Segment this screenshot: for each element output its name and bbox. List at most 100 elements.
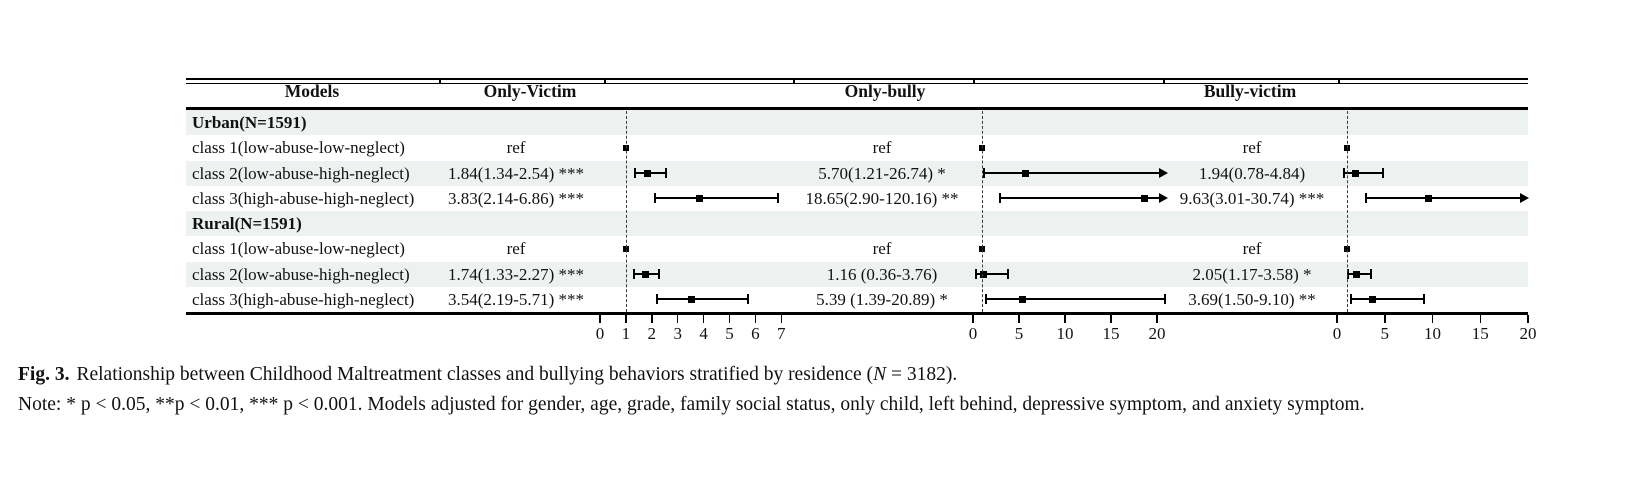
or-value: ref — [872, 138, 892, 158]
ci-bar — [1365, 197, 1521, 200]
axis-tick — [625, 315, 627, 323]
column-header-only-bully: Only-bully — [844, 81, 926, 101]
model-label: class 1(low-abuse-low-neglect) — [192, 138, 405, 158]
table-top-rule-2 — [186, 83, 1528, 84]
column-separator — [793, 78, 795, 84]
or-value: 18.65(2.90-120.16) ** — [805, 188, 959, 208]
ci-cap-right — [776, 193, 779, 204]
table-row — [186, 110, 1528, 136]
ci-cap-right — [746, 294, 749, 305]
ci-cap-left — [1343, 168, 1346, 179]
axis-tick-label: 5 — [725, 324, 734, 343]
axis-tick-label: 5 — [1380, 324, 1390, 343]
or-value: 9.63(3.01-30.74) *** — [1179, 188, 1325, 208]
point-estimate-marker — [1353, 270, 1361, 278]
axis-tick-label: 1 — [621, 324, 631, 343]
axis-tick-label: 10 — [1424, 324, 1441, 343]
axis-tick-label: 20 — [1148, 324, 1166, 343]
point-estimate-marker — [980, 270, 988, 278]
axis-tick-label: 2 — [647, 324, 657, 343]
table-row — [186, 185, 1528, 211]
ci-cap-left — [984, 294, 987, 305]
axis-tick — [1384, 315, 1386, 323]
or-value: ref — [506, 239, 526, 259]
table-row — [186, 211, 1528, 237]
ci-bar — [656, 298, 748, 301]
table-bottom-rule — [186, 312, 1528, 315]
ci-cap-right — [1370, 269, 1373, 280]
table-row — [186, 286, 1528, 312]
column-separator — [439, 78, 441, 84]
ci-bar — [976, 273, 1008, 276]
axis-tick-label: 4 — [699, 324, 708, 343]
ci-bar — [1351, 298, 1424, 301]
axis-tick-label: 10 — [1056, 324, 1074, 343]
table-header-rule — [186, 107, 1528, 110]
ci-arrow — [1159, 168, 1168, 179]
ci-cap-right — [1422, 294, 1425, 305]
table-row — [186, 261, 1528, 287]
axis-tick — [754, 315, 757, 323]
point-estimate-marker — [644, 169, 652, 177]
or-value: 3.54(2.19-5.71) *** — [448, 289, 584, 309]
or-value: 2.05(1.17-3.58) * — [1192, 264, 1312, 284]
axis-tick-label: 7 — [777, 324, 786, 343]
group-label: Rural(N=1591) — [192, 214, 302, 233]
point-estimate-marker — [1368, 295, 1376, 303]
table-row — [186, 135, 1528, 161]
column-header-bully-victim: Bully-victim — [1203, 81, 1297, 101]
point-estimate-marker — [1425, 194, 1433, 202]
ci-cap-left — [1350, 294, 1353, 305]
column-separator — [604, 78, 606, 84]
ci-arrow — [1519, 193, 1529, 204]
point-estimate-marker — [1021, 169, 1029, 177]
or-value: ref — [872, 239, 892, 259]
model-label: class 3(high-abuse-high-neglect) — [192, 188, 415, 208]
column-header-models: Models — [284, 81, 340, 101]
axis-tick — [1156, 315, 1158, 323]
or-value: ref — [1242, 239, 1262, 259]
axis-tick-label: 0 — [595, 324, 605, 343]
point-estimate-marker — [1141, 194, 1149, 202]
ci-cap-left — [633, 168, 636, 179]
ci-cap-right — [1382, 168, 1385, 179]
axis-tick-label: 0 — [1332, 324, 1342, 343]
axis-tick — [676, 315, 679, 323]
reference-line — [625, 111, 627, 312]
ci-cap-right — [657, 269, 660, 280]
or-value: 3.69(1.50-9.10) ** — [1188, 289, 1316, 309]
table-top-rule — [186, 78, 1528, 80]
or-value: 1.84(1.34-2.54) *** — [448, 163, 584, 183]
caption-text: Relationship between Childhood Maltreatm… — [76, 364, 874, 385]
ci-cap-left — [1364, 193, 1367, 204]
ci-cap-left — [998, 193, 1001, 204]
or-value: ref — [506, 138, 526, 158]
column-header-only-victim: Only-Victim — [483, 81, 577, 101]
ci-cap-right — [664, 168, 667, 179]
model-label: class 2(low-abuse-high-neglect) — [192, 264, 410, 284]
caption-text-end: = 3182). — [886, 364, 958, 385]
or-value: ref — [1242, 138, 1262, 158]
point-estimate-marker — [695, 194, 703, 202]
caption-n-symbol: N — [873, 364, 887, 385]
or-value: 1.94(0.78-4.84) — [1198, 163, 1306, 183]
figure-label: Fig. 3. — [18, 364, 70, 385]
point-estimate-marker — [1019, 295, 1027, 303]
ci-cap-left — [655, 294, 658, 305]
or-value: 1.74(1.33-2.27) *** — [448, 264, 584, 284]
axis-tick-label: 15 — [1471, 324, 1489, 343]
table-row — [186, 160, 1528, 186]
point-estimate-marker — [688, 295, 696, 303]
group-label: Urban(N=1591) — [192, 113, 307, 132]
column-separator — [1338, 78, 1340, 84]
column-separator — [973, 78, 975, 84]
ci-bar — [999, 197, 1160, 200]
axis-tick — [1018, 315, 1020, 323]
ci-cap-left — [654, 193, 657, 204]
model-label: class 2(low-abuse-high-neglect) — [192, 163, 410, 183]
axis-tick-label: 20 — [1519, 324, 1537, 343]
reference-line — [982, 111, 984, 312]
figure-caption: Fig. 3. Relationship between Childhood Ma… — [18, 364, 957, 386]
ci-arrow — [1159, 193, 1168, 204]
